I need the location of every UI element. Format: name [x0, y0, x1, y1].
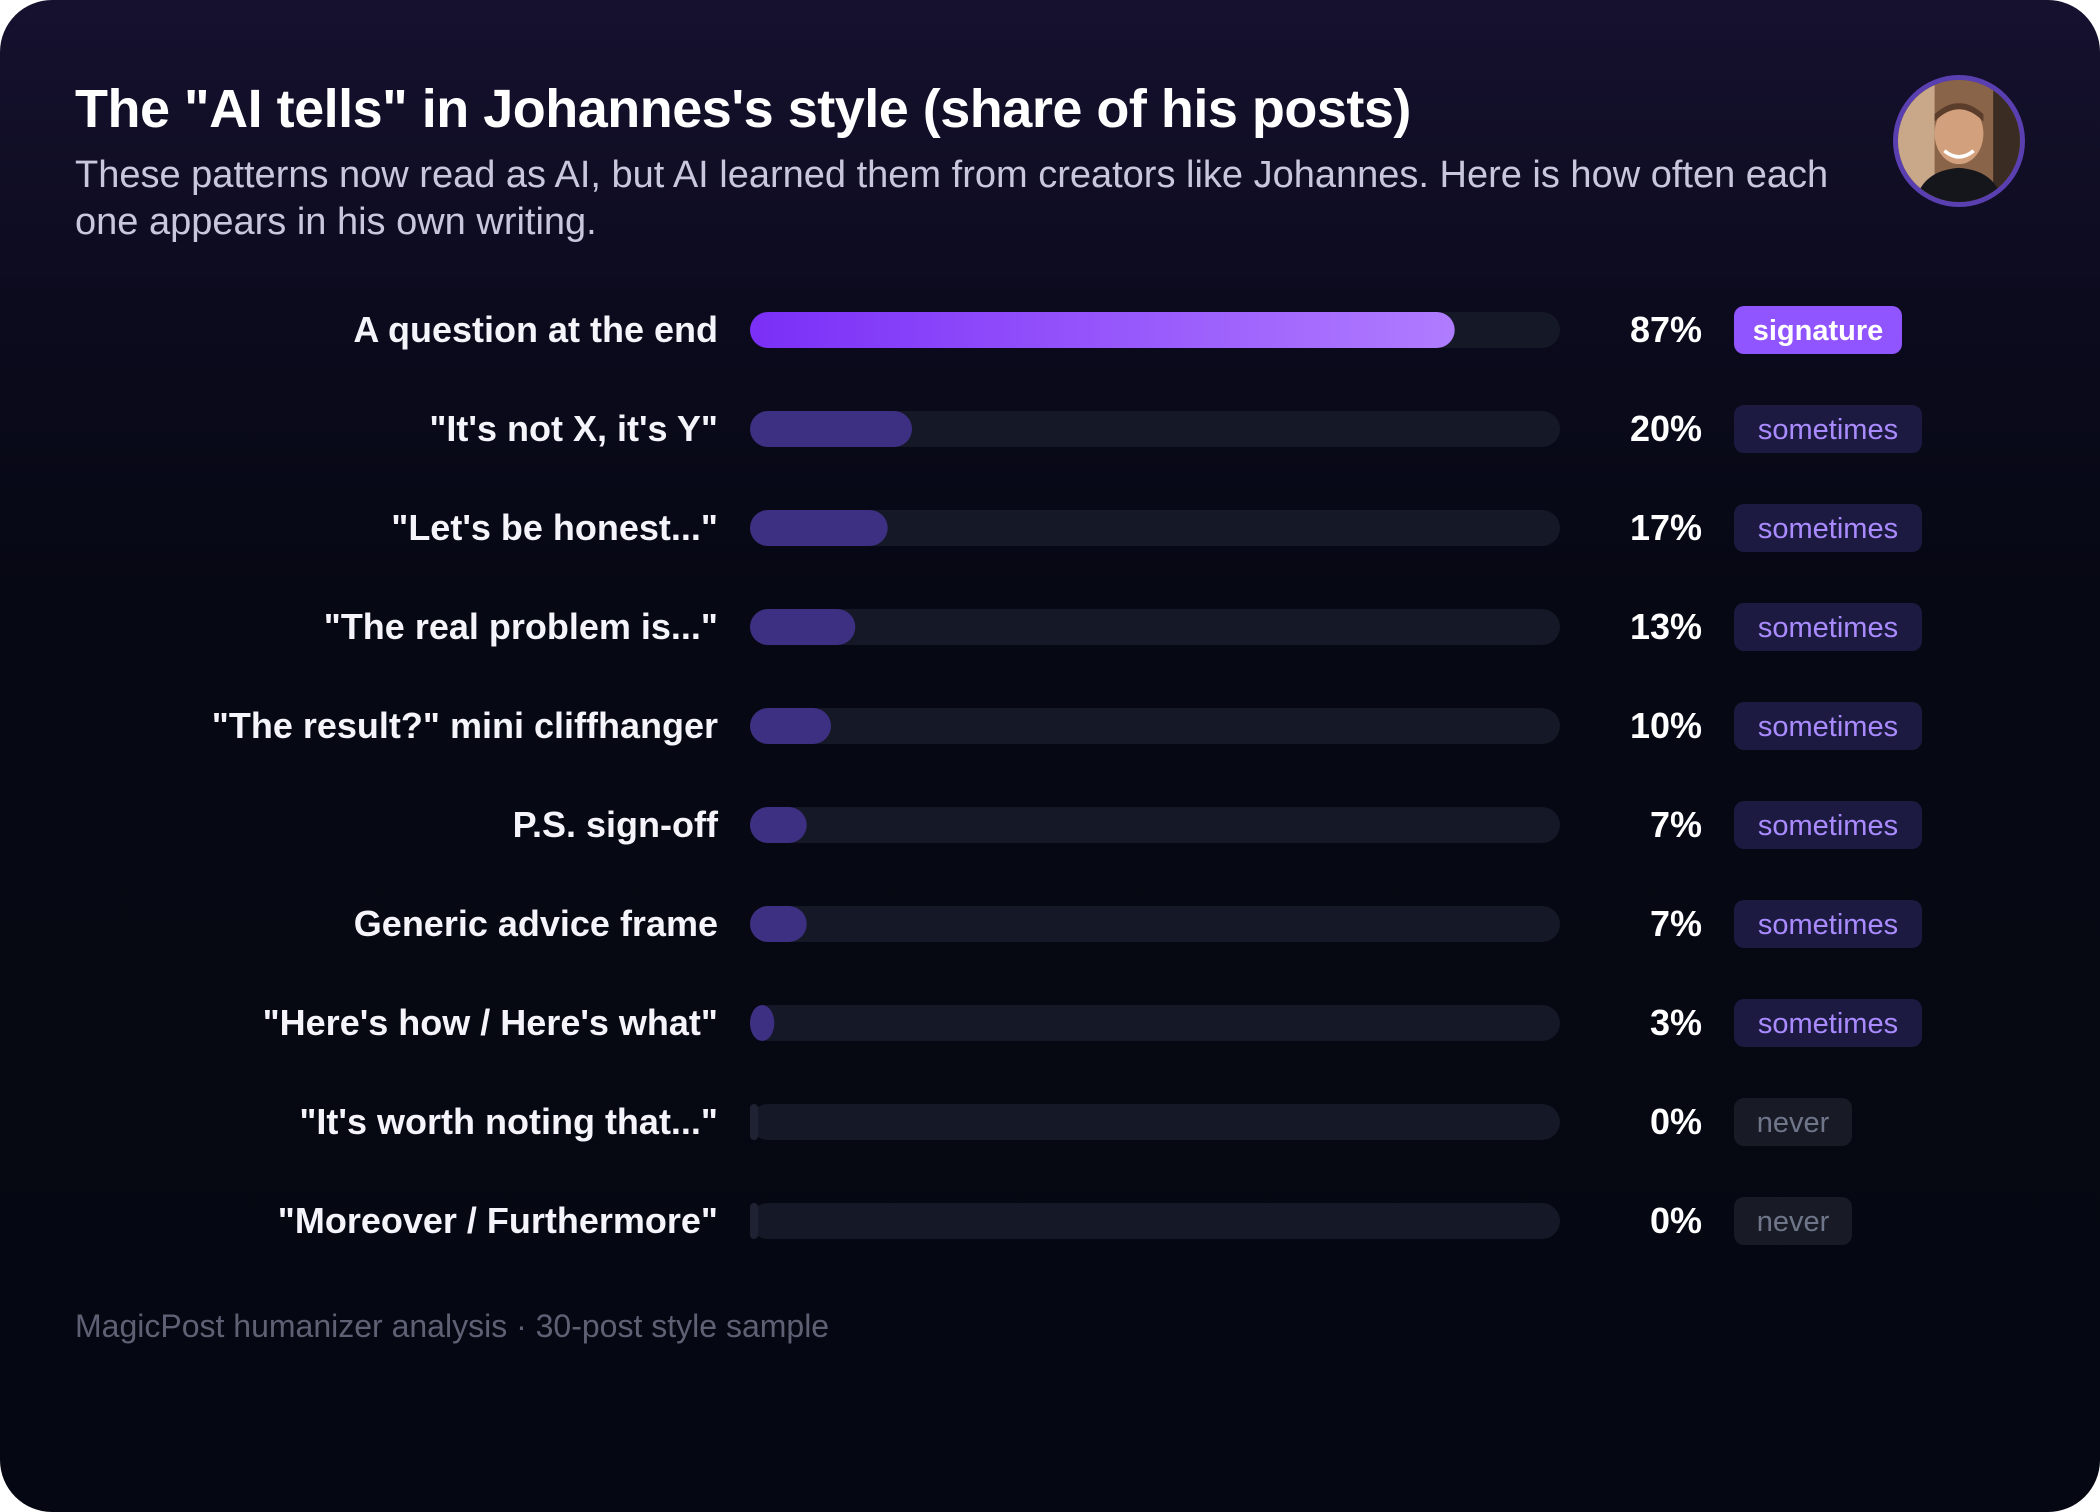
bar: [750, 906, 807, 942]
category-label: "The real problem is...": [324, 606, 718, 647]
category-label: "It's not X, it's Y": [429, 408, 718, 449]
status-badge-label: sometimes: [1758, 1008, 1898, 1040]
bar-track: [750, 906, 1560, 942]
status-badge: [1734, 702, 1922, 750]
page-title: The "AI tells" in Johannes's style (shar…: [75, 79, 1411, 139]
page-subtitle: These patterns now read as AI, but AI le…: [75, 154, 1829, 243]
status-badge: [1734, 306, 1902, 354]
bar: [750, 510, 888, 546]
value-label: 87%: [1630, 309, 1702, 350]
status-badge-label: sometimes: [1758, 909, 1898, 941]
status-badge-label: sometimes: [1758, 810, 1898, 842]
bar-track: [750, 1104, 1560, 1140]
value-label: 3%: [1650, 1002, 1702, 1043]
status-badge-label: never: [1757, 1107, 1830, 1139]
bar-empty: [750, 1104, 758, 1140]
bar: [750, 807, 807, 843]
category-label: "Moreover / Furthermore": [278, 1200, 718, 1241]
category-label: Generic advice frame: [354, 903, 718, 944]
bar-track: [750, 510, 1560, 546]
bar-track: [750, 411, 1560, 447]
bar-empty: [750, 1203, 758, 1239]
bar-track: [750, 708, 1560, 744]
status-badge: [1734, 801, 1922, 849]
value-label: 0%: [1650, 1200, 1702, 1241]
value-label: 10%: [1630, 705, 1702, 746]
status-badge: [1734, 405, 1922, 453]
source-note: MagicPost humanizer analysis · 30-post s…: [75, 1308, 830, 1344]
status-badge: [1734, 1197, 1852, 1245]
value-label: 7%: [1650, 903, 1702, 944]
category-label: A question at the end: [353, 309, 718, 350]
status-badge-label: sometimes: [1758, 513, 1898, 545]
status-badge: [1734, 603, 1922, 651]
value-label: 13%: [1630, 606, 1702, 647]
value-label: 17%: [1630, 507, 1702, 548]
value-label: 0%: [1650, 1101, 1702, 1142]
bar: [750, 411, 912, 447]
bar-track: [750, 1203, 1560, 1239]
bar: [750, 708, 831, 744]
status-badge: [1734, 1098, 1852, 1146]
category-label: P.S. sign-off: [513, 804, 719, 845]
status-badge-label: sometimes: [1758, 414, 1898, 446]
value-label: 7%: [1650, 804, 1702, 845]
bar: [750, 312, 1455, 348]
bar-track: [750, 807, 1560, 843]
bar-track: [750, 609, 1560, 645]
status-badge: [1734, 504, 1922, 552]
status-badge: [1734, 900, 1922, 948]
bar-track: [750, 1005, 1560, 1041]
category-label: "Let's be honest...": [391, 507, 718, 548]
status-badge-label: never: [1757, 1206, 1830, 1238]
avatar: [1893, 75, 2025, 207]
status-badge-label: signature: [1753, 315, 1884, 347]
category-label: "The result?" mini cliffhanger: [212, 705, 718, 746]
category-label: "It's worth noting that...": [299, 1101, 718, 1142]
status-badge-label: sometimes: [1758, 711, 1898, 743]
bar: [750, 1005, 775, 1041]
value-label: 20%: [1630, 408, 1702, 449]
bar: [750, 609, 856, 645]
status-badge-label: sometimes: [1758, 612, 1898, 644]
status-badge: [1734, 999, 1922, 1047]
category-label: "Here's how / Here's what": [263, 1002, 718, 1043]
